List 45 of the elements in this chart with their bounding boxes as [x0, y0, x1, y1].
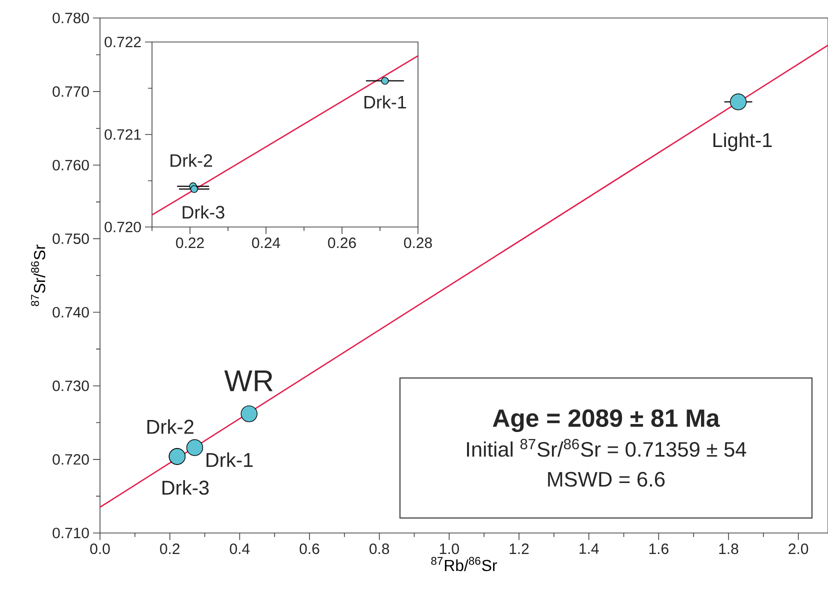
x-tick-label: 0.4	[230, 544, 250, 554]
y-tick-label: 0.760	[52, 160, 89, 170]
y-tick-label: 0.780	[52, 12, 89, 24]
annotation: Light-1	[713, 132, 772, 152]
annotation: MSWD = 6.6	[548, 472, 665, 487]
annotation: Initial $^{87}$Sr/$^{86}$Sr = 0.71359 ± 54	[467, 438, 746, 457]
x-tick-label: 0.22	[176, 238, 204, 248]
x-tick-label: 1.6	[649, 544, 668, 554]
point	[730, 94, 747, 110]
point	[240, 405, 258, 422]
x-tick-label: 1.2	[510, 544, 529, 554]
y-tick-label: 0.721	[104, 129, 141, 140]
y-tick-label: 0.750	[52, 233, 89, 244]
y-tick-label: 0.730	[52, 380, 89, 392]
point	[168, 448, 186, 465]
point	[381, 76, 389, 85]
x-tick-label: 0.6	[300, 544, 320, 554]
x-tick-label: 0.8	[370, 544, 390, 554]
x-tick-label: 0.28	[404, 238, 432, 248]
annotation: Drk-2	[147, 419, 194, 434]
y-tick-label: 0.720	[52, 454, 89, 465]
y-tick-label: 0.722	[104, 36, 141, 48]
annotation: Drk-3	[162, 480, 209, 495]
annotation: WR	[224, 370, 273, 392]
x-tick-label: 0.26	[328, 238, 356, 248]
annotation: Age = 2089 ± 81 Ma	[492, 409, 720, 432]
x-tick-label: 0.2	[160, 544, 180, 554]
x-tick-label: 0.24	[252, 238, 280, 248]
x-axis-title: $^{87}$Rb/$^{86}$Sr	[431, 556, 498, 572]
x-tick-label: 0.0	[90, 544, 110, 554]
y-tick-label: 0.740	[52, 306, 89, 318]
y-tick-label: 0.770	[52, 86, 89, 97]
point	[190, 185, 198, 193]
y-tick-label: 0.720	[104, 222, 141, 232]
annotation: Drk-3	[182, 205, 224, 219]
x-tick-label: 1.8	[719, 544, 738, 554]
annotation: Drk-2	[170, 154, 212, 167]
x-tick-label: 1.4	[580, 544, 599, 554]
annotation: Drk-1	[206, 452, 253, 467]
y-tick-label: 0.710	[52, 528, 89, 538]
x-tick-label: 1.0	[440, 544, 459, 554]
annotation: Drk-1	[364, 95, 406, 108]
point	[186, 439, 204, 456]
y-axis-title: $^{87}$Sr/$^{86}$Sr	[31, 244, 46, 306]
x-tick-label: 2.0	[788, 544, 808, 554]
